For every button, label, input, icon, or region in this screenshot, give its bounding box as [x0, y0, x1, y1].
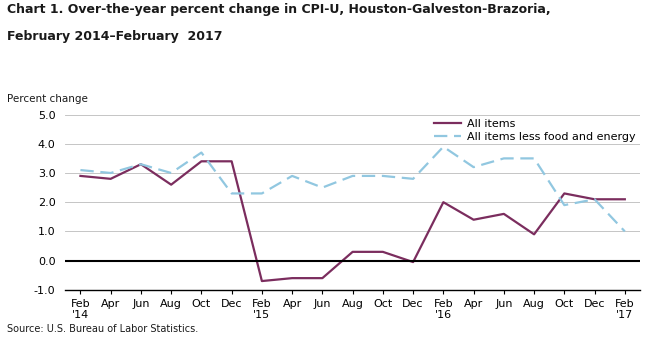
Text: February 2014–February  2017: February 2014–February 2017 [7, 30, 222, 43]
Text: Chart 1. Over-the-year percent change in CPI-U, Houston-Galveston-Brazoria,: Chart 1. Over-the-year percent change in… [7, 3, 550, 17]
Text: Percent change: Percent change [7, 94, 88, 104]
Text: Source: U.S. Bureau of Labor Statistics.: Source: U.S. Bureau of Labor Statistics. [7, 324, 198, 334]
Legend: All items, All items less food and energy: All items, All items less food and energ… [429, 115, 640, 147]
